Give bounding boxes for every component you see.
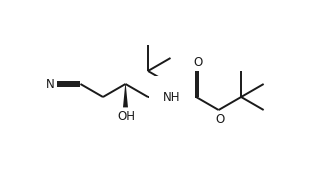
Polygon shape [148,82,172,97]
Text: O: O [193,56,203,69]
Text: NH: NH [163,90,181,104]
Text: OH: OH [118,110,135,123]
Polygon shape [123,84,128,107]
Text: N: N [46,78,55,90]
Text: O: O [215,113,224,126]
